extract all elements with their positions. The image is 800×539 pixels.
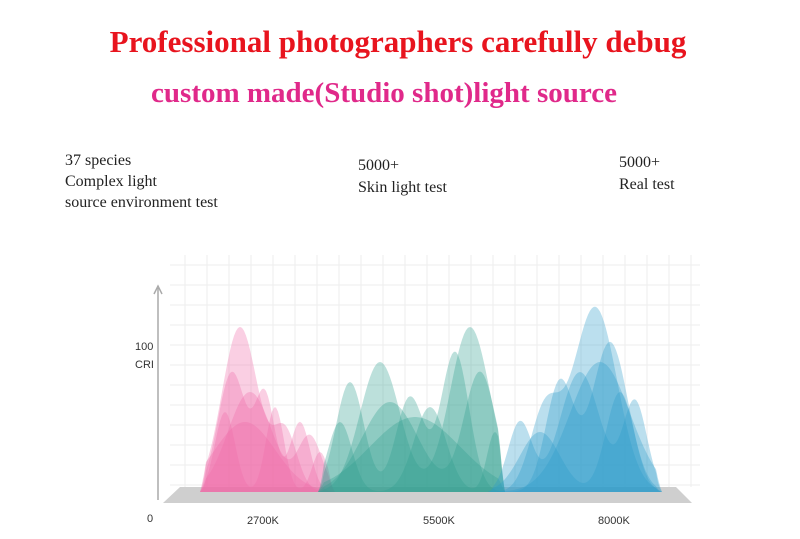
spectrum-shape	[200, 407, 335, 492]
spectrum-shape	[488, 341, 662, 492]
axis-label: 8000K	[598, 515, 630, 527]
stat-line: Skin light test	[358, 179, 447, 196]
spectrum-shape	[488, 392, 662, 492]
spectrum-shape	[318, 407, 505, 492]
stat-line: Real test	[619, 176, 675, 193]
spectrum-shape	[488, 372, 662, 492]
spectrum-shape	[488, 362, 662, 492]
spectrum-shape	[200, 392, 335, 492]
stat-line: source environment test	[65, 194, 218, 211]
spectrum-shape	[318, 417, 505, 492]
axis-label: CRI	[135, 359, 154, 371]
spectrum-shape	[318, 351, 505, 492]
stat-line: 5000+	[358, 157, 399, 174]
background-grid	[170, 255, 700, 487]
spectrum	[200, 306, 662, 492]
stats: 37 species Complex light source environm…	[65, 152, 675, 211]
axis-arrow	[153, 284, 163, 295]
spectrum-shape	[200, 326, 335, 492]
axis-label: 0	[147, 513, 153, 525]
axis-label: 100	[135, 341, 153, 353]
axis-label: 2700K	[247, 515, 279, 527]
spectrum-shape	[200, 371, 335, 492]
stat-line: 37 species	[65, 152, 131, 169]
stat-line: Complex light	[65, 173, 158, 190]
title: Professional photographers carefully deb…	[110, 24, 687, 59]
spectrum-shape	[200, 422, 335, 492]
spectrum-shape	[318, 371, 505, 492]
spectrum-shape	[488, 306, 662, 492]
subtitle: custom made(Studio shot)light source	[151, 77, 617, 109]
spectrum-shape	[318, 327, 505, 492]
stat-line: 5000+	[619, 154, 660, 171]
floor	[163, 487, 692, 503]
axis-label: 5500K	[423, 515, 455, 527]
